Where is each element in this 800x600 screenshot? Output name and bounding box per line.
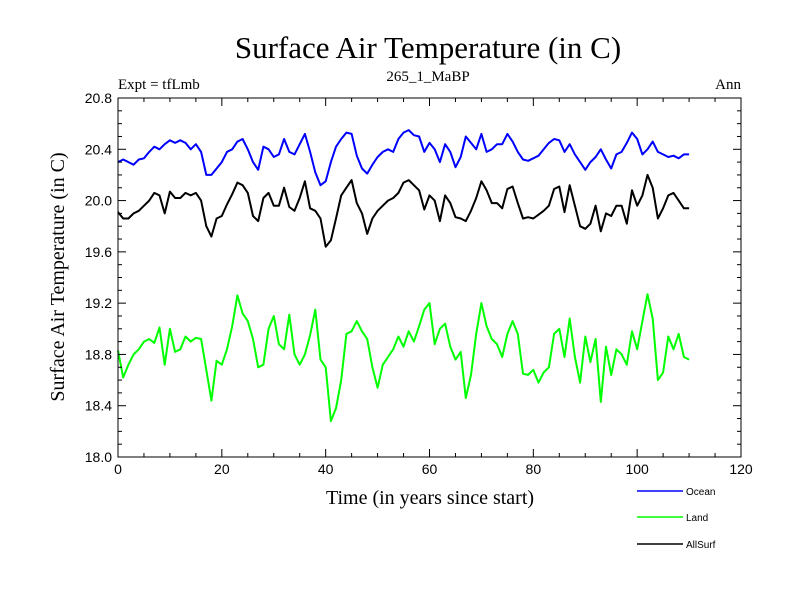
x-tick-label: 100 <box>625 461 649 477</box>
x-tick-label: 60 <box>422 461 438 477</box>
y-tick-label: 19.2 <box>85 295 112 311</box>
legend-label-land: Land <box>686 513 708 524</box>
y-tick-label: 18.4 <box>85 398 112 414</box>
legend-label-allsurf: AllSurf <box>686 540 716 551</box>
y-tick-label: 18.0 <box>85 449 112 465</box>
legend-label-ocean: Ocean <box>686 487 715 498</box>
period-label: 265_1_MaBP <box>386 69 469 85</box>
series-line-land <box>117 293 690 423</box>
experiment-label: Expt = tfLmb <box>118 77 200 93</box>
series-line-allsurf <box>117 173 690 248</box>
legend: Ocean Land AllSurf <box>637 487 716 551</box>
y-tick-label: 20.8 <box>85 90 112 106</box>
season-label: Ann <box>715 77 741 93</box>
plot-area <box>118 98 741 457</box>
x-axis-label: Time (in years since start) <box>326 487 534 509</box>
chart-title: Surface Air Temperature (in C) <box>235 30 621 65</box>
x-tick-label: 120 <box>729 461 753 477</box>
y-tick-label: 20.4 <box>85 141 112 157</box>
x-tick-label: 20 <box>214 461 230 477</box>
y-tick-label: 20.0 <box>85 193 112 209</box>
x-tick-label: 40 <box>318 461 334 477</box>
y-axis-label: Surface Air Temperature (in C) <box>47 152 69 401</box>
x-tick-label: 80 <box>526 461 542 477</box>
y-tick-label: 19.6 <box>85 244 112 260</box>
y-tick-label: 18.8 <box>85 346 112 362</box>
x-tick-label: 0 <box>114 461 122 477</box>
series-line-ocean <box>117 129 690 187</box>
